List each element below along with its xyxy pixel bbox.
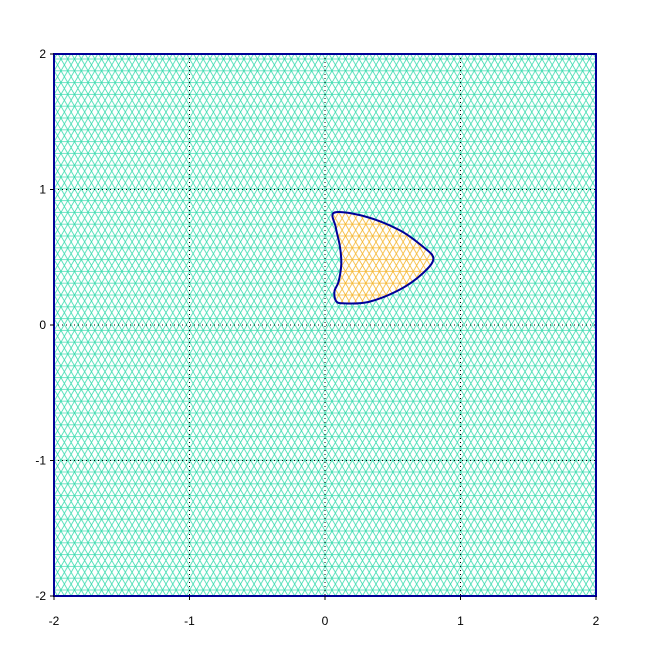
y-tick-label: 1 xyxy=(39,183,46,197)
x-tick-label: 2 xyxy=(593,614,600,628)
x-tick-label: -1 xyxy=(184,614,195,628)
y-tick-label: 2 xyxy=(39,47,46,61)
inner-region-boundary xyxy=(331,210,435,305)
outer-mesh-region xyxy=(54,54,596,596)
x-tick-label: -2 xyxy=(49,614,60,628)
y-tick-label: 0 xyxy=(39,318,46,332)
y-tick-labels: -2 -1 0 1 2 xyxy=(35,47,46,603)
x-tick-labels: -2 -1 0 1 2 xyxy=(49,614,600,628)
y-tick-label: -1 xyxy=(35,454,46,468)
x-tick-label: 0 xyxy=(322,614,329,628)
tick-marks xyxy=(50,53,597,600)
x-tick-label: 1 xyxy=(457,614,464,628)
y-tick-label: -2 xyxy=(35,589,46,603)
